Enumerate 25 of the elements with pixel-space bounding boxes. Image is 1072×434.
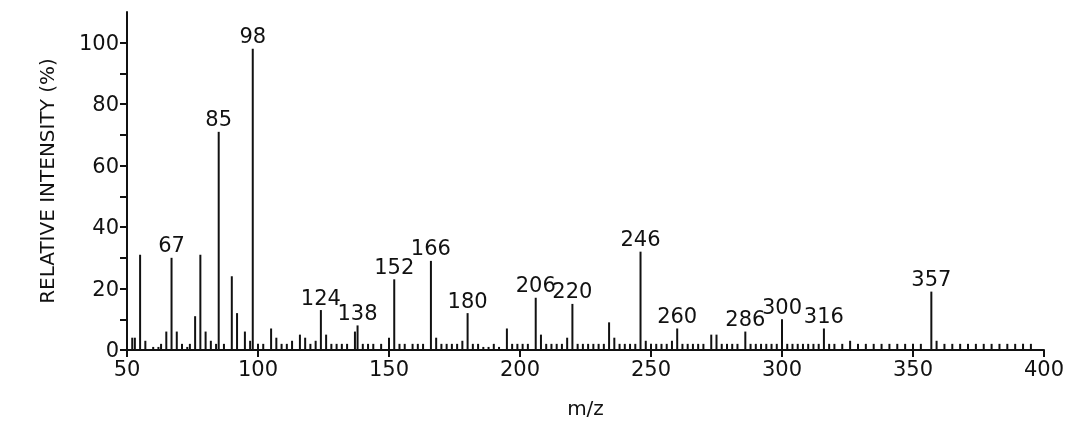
annotation: 98 <box>239 24 267 49</box>
annotation: 85 <box>205 107 233 132</box>
y-tick-label: 40 <box>92 215 119 240</box>
annotation: 246 <box>620 227 661 252</box>
annotation: 316 <box>803 303 844 328</box>
annotation: 67 <box>158 233 185 258</box>
x-tick-label: 400 <box>1023 356 1065 381</box>
annotation: 180 <box>447 288 488 313</box>
x-tick-label: 50 <box>113 356 141 381</box>
x-tick-label: 100 <box>237 356 279 381</box>
y-tick-label: 100 <box>78 30 119 55</box>
x-axis-title: m/z <box>567 396 604 420</box>
annotation: 124 <box>300 285 341 310</box>
x-tick-label: 150 <box>368 356 410 381</box>
y-axis-title: RELATIVE INTENSITY (%) <box>35 58 59 304</box>
annotation: 260 <box>657 303 698 328</box>
annotation: 357 <box>911 267 952 292</box>
x-tick-label: 350 <box>892 356 934 381</box>
x-tick-label: 200 <box>499 356 541 381</box>
y-tick-label: 20 <box>92 276 119 301</box>
x-tick-label: 250 <box>630 356 672 381</box>
x-tick-label: 300 <box>761 356 803 381</box>
y-tick-label: 80 <box>92 92 119 117</box>
annotation: 152 <box>374 254 415 279</box>
y-tick-label: 60 <box>92 153 119 178</box>
